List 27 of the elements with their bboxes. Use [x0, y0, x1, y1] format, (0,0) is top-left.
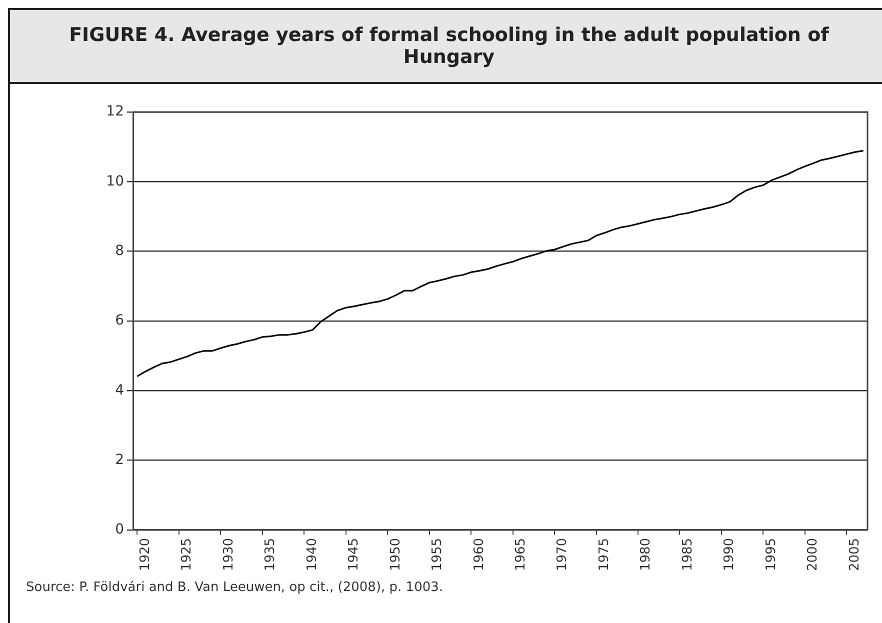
source-note: Source: P. Földvári and B. Van Leeuwen, op cit., (2008), p. 1003. [26, 580, 444, 595]
y-tick-label: 4 [115, 382, 124, 398]
x-tick-label: 1930 [221, 538, 236, 572]
x-tick-label: 1995 [764, 538, 779, 572]
x-tick-label: 1970 [555, 538, 570, 572]
y-tick-label: 2 [115, 452, 124, 468]
x-tick-label: 2005 [847, 538, 862, 572]
x-tick-label: 1925 [180, 538, 195, 572]
y-tick-label: 0 [115, 522, 124, 538]
x-tick-label: 1935 [263, 538, 278, 572]
x-tick-label: 2000 [806, 538, 821, 572]
y-tick-label: 12 [106, 104, 124, 120]
x-tick-label: 1955 [430, 538, 446, 572]
y-tick-label: 6 [115, 312, 124, 329]
x-tick-label: 1990 [722, 538, 738, 572]
x-tick-label: 1965 [514, 538, 529, 572]
x-tick-label: 1920 [138, 538, 153, 572]
x-tick-label: 1960 [472, 538, 487, 572]
x-tick-label: 1950 [388, 538, 404, 572]
x-tick-label: 1945 [346, 538, 362, 572]
y-tick-label: 10 [106, 173, 124, 190]
x-tick-label: 1980 [638, 538, 654, 572]
x-tick-label: 1940 [304, 538, 320, 572]
x-tick-label: 1985 [680, 538, 696, 572]
x-tick-label: 1975 [596, 538, 612, 572]
y-tick-label: 8 [115, 242, 124, 259]
chart-title: FIGURE 4. Average years of formal schooling in the adult population of Hungary [10, 10, 882, 84]
